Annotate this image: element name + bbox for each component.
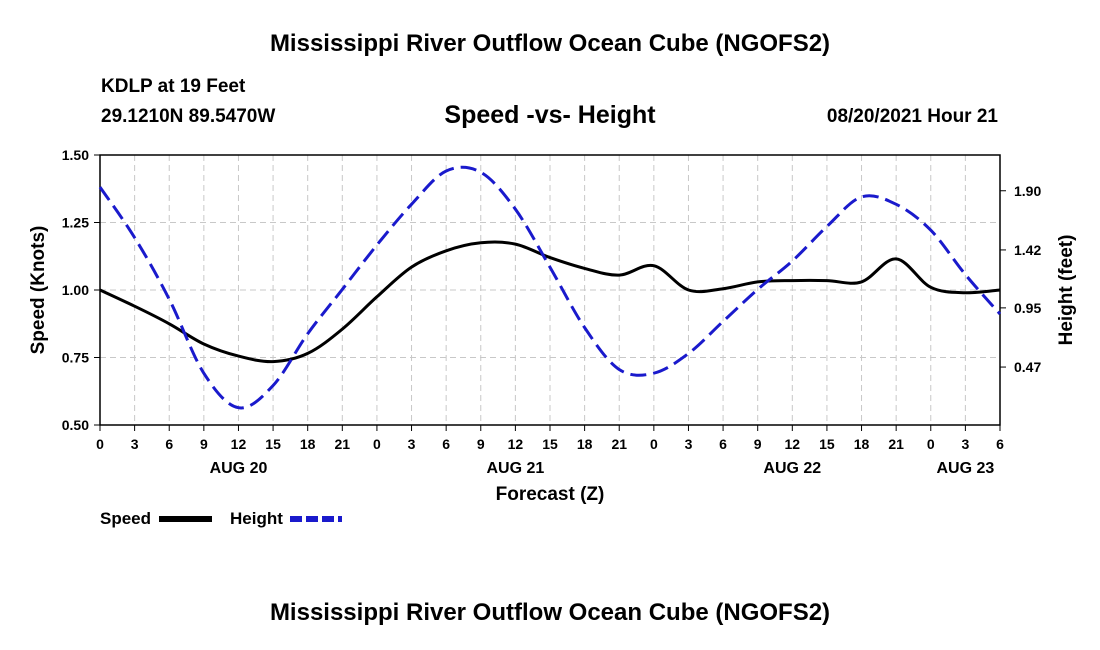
x-tick-label: 21 bbox=[888, 436, 904, 452]
x-tick-label: 12 bbox=[231, 436, 247, 452]
x-tick-label: 15 bbox=[542, 436, 558, 452]
x-tick-label: 6 bbox=[165, 436, 173, 452]
y-left-tick-label: 0.75 bbox=[62, 350, 89, 366]
x-tick-label: 0 bbox=[927, 436, 935, 452]
x-axis-label: Forecast (Z) bbox=[496, 484, 605, 505]
series-speed-line bbox=[99, 240, 1001, 364]
date-label: AUG 23 bbox=[936, 460, 994, 477]
y-left-tick-label: 1.25 bbox=[62, 215, 89, 231]
x-tick-label: 3 bbox=[685, 436, 693, 452]
x-tick-label: 3 bbox=[131, 436, 139, 452]
station-coords: 29.1210N 89.5470W bbox=[101, 106, 276, 127]
page-title: Mississippi River Outflow Ocean Cube (NG… bbox=[269, 30, 831, 57]
x-tick-label: 15 bbox=[265, 436, 281, 452]
x-tick-label: 12 bbox=[508, 436, 524, 452]
x-tick-label: 18 bbox=[854, 436, 870, 452]
y-right-tick-label: 1.90 bbox=[1014, 183, 1041, 199]
x-tick-label: 6 bbox=[719, 436, 727, 452]
series-layer bbox=[98, 165, 1002, 410]
legend-height-label: Height bbox=[230, 509, 283, 528]
legend-speed-swatch bbox=[159, 516, 212, 522]
x-tick-label: 6 bbox=[996, 436, 1004, 452]
y-left-tick-label: 1.50 bbox=[62, 147, 89, 163]
legend-height-swatch bbox=[290, 516, 342, 522]
x-tick-label: 3 bbox=[961, 436, 969, 452]
x-tick-label: 9 bbox=[200, 436, 208, 452]
legend-speed-label: Speed bbox=[100, 509, 152, 528]
footer-title: Mississippi River Outflow Ocean Cube (NG… bbox=[269, 599, 831, 626]
date-label: AUG 21 bbox=[486, 460, 544, 477]
x-tick-label: 15 bbox=[819, 436, 835, 452]
y-left-tick-label: 0.50 bbox=[62, 417, 89, 433]
x-tick-label: 12 bbox=[785, 436, 801, 452]
forecast-datetime: 08/20/2021 Hour 21 bbox=[826, 106, 998, 127]
y-right-tick-label: 0.47 bbox=[1014, 359, 1041, 375]
x-tick-label: 18 bbox=[300, 436, 316, 452]
x-tick-label: 0 bbox=[373, 436, 381, 452]
x-tick-label: 6 bbox=[442, 436, 450, 452]
y-right-tick-label: 1.42 bbox=[1014, 242, 1041, 258]
y-left-tick-label: 1.00 bbox=[62, 282, 89, 298]
chart-title: Speed -vs- Height bbox=[444, 101, 656, 129]
x-tick-label: 0 bbox=[650, 436, 658, 452]
date-label: AUG 20 bbox=[210, 460, 268, 477]
x-tick-label: 21 bbox=[611, 436, 627, 452]
x-tick-label: 21 bbox=[335, 436, 351, 452]
y-axis-left-label: Speed (Knots) bbox=[28, 226, 49, 355]
x-tick-label: 0 bbox=[96, 436, 104, 452]
x-tick-label: 9 bbox=[754, 436, 762, 452]
x-tick-label: 9 bbox=[477, 436, 485, 452]
date-label: AUG 22 bbox=[763, 460, 821, 477]
series-height-line bbox=[98, 165, 1002, 410]
x-tick-label: 18 bbox=[577, 436, 593, 452]
ticks-layer: 0 3 6 9 12 15 18 21 0 3 6 9 12 15 18 21 0 3 6 9 12 15 18 21 0 3 6A… bbox=[62, 147, 1042, 477]
x-tick-label: 3 bbox=[408, 436, 416, 452]
y-axis-right-label: Height (feet) bbox=[1056, 235, 1077, 346]
station-label: KDLP at 19 Feet bbox=[101, 76, 246, 97]
y-right-tick-label: 0.95 bbox=[1014, 300, 1041, 316]
